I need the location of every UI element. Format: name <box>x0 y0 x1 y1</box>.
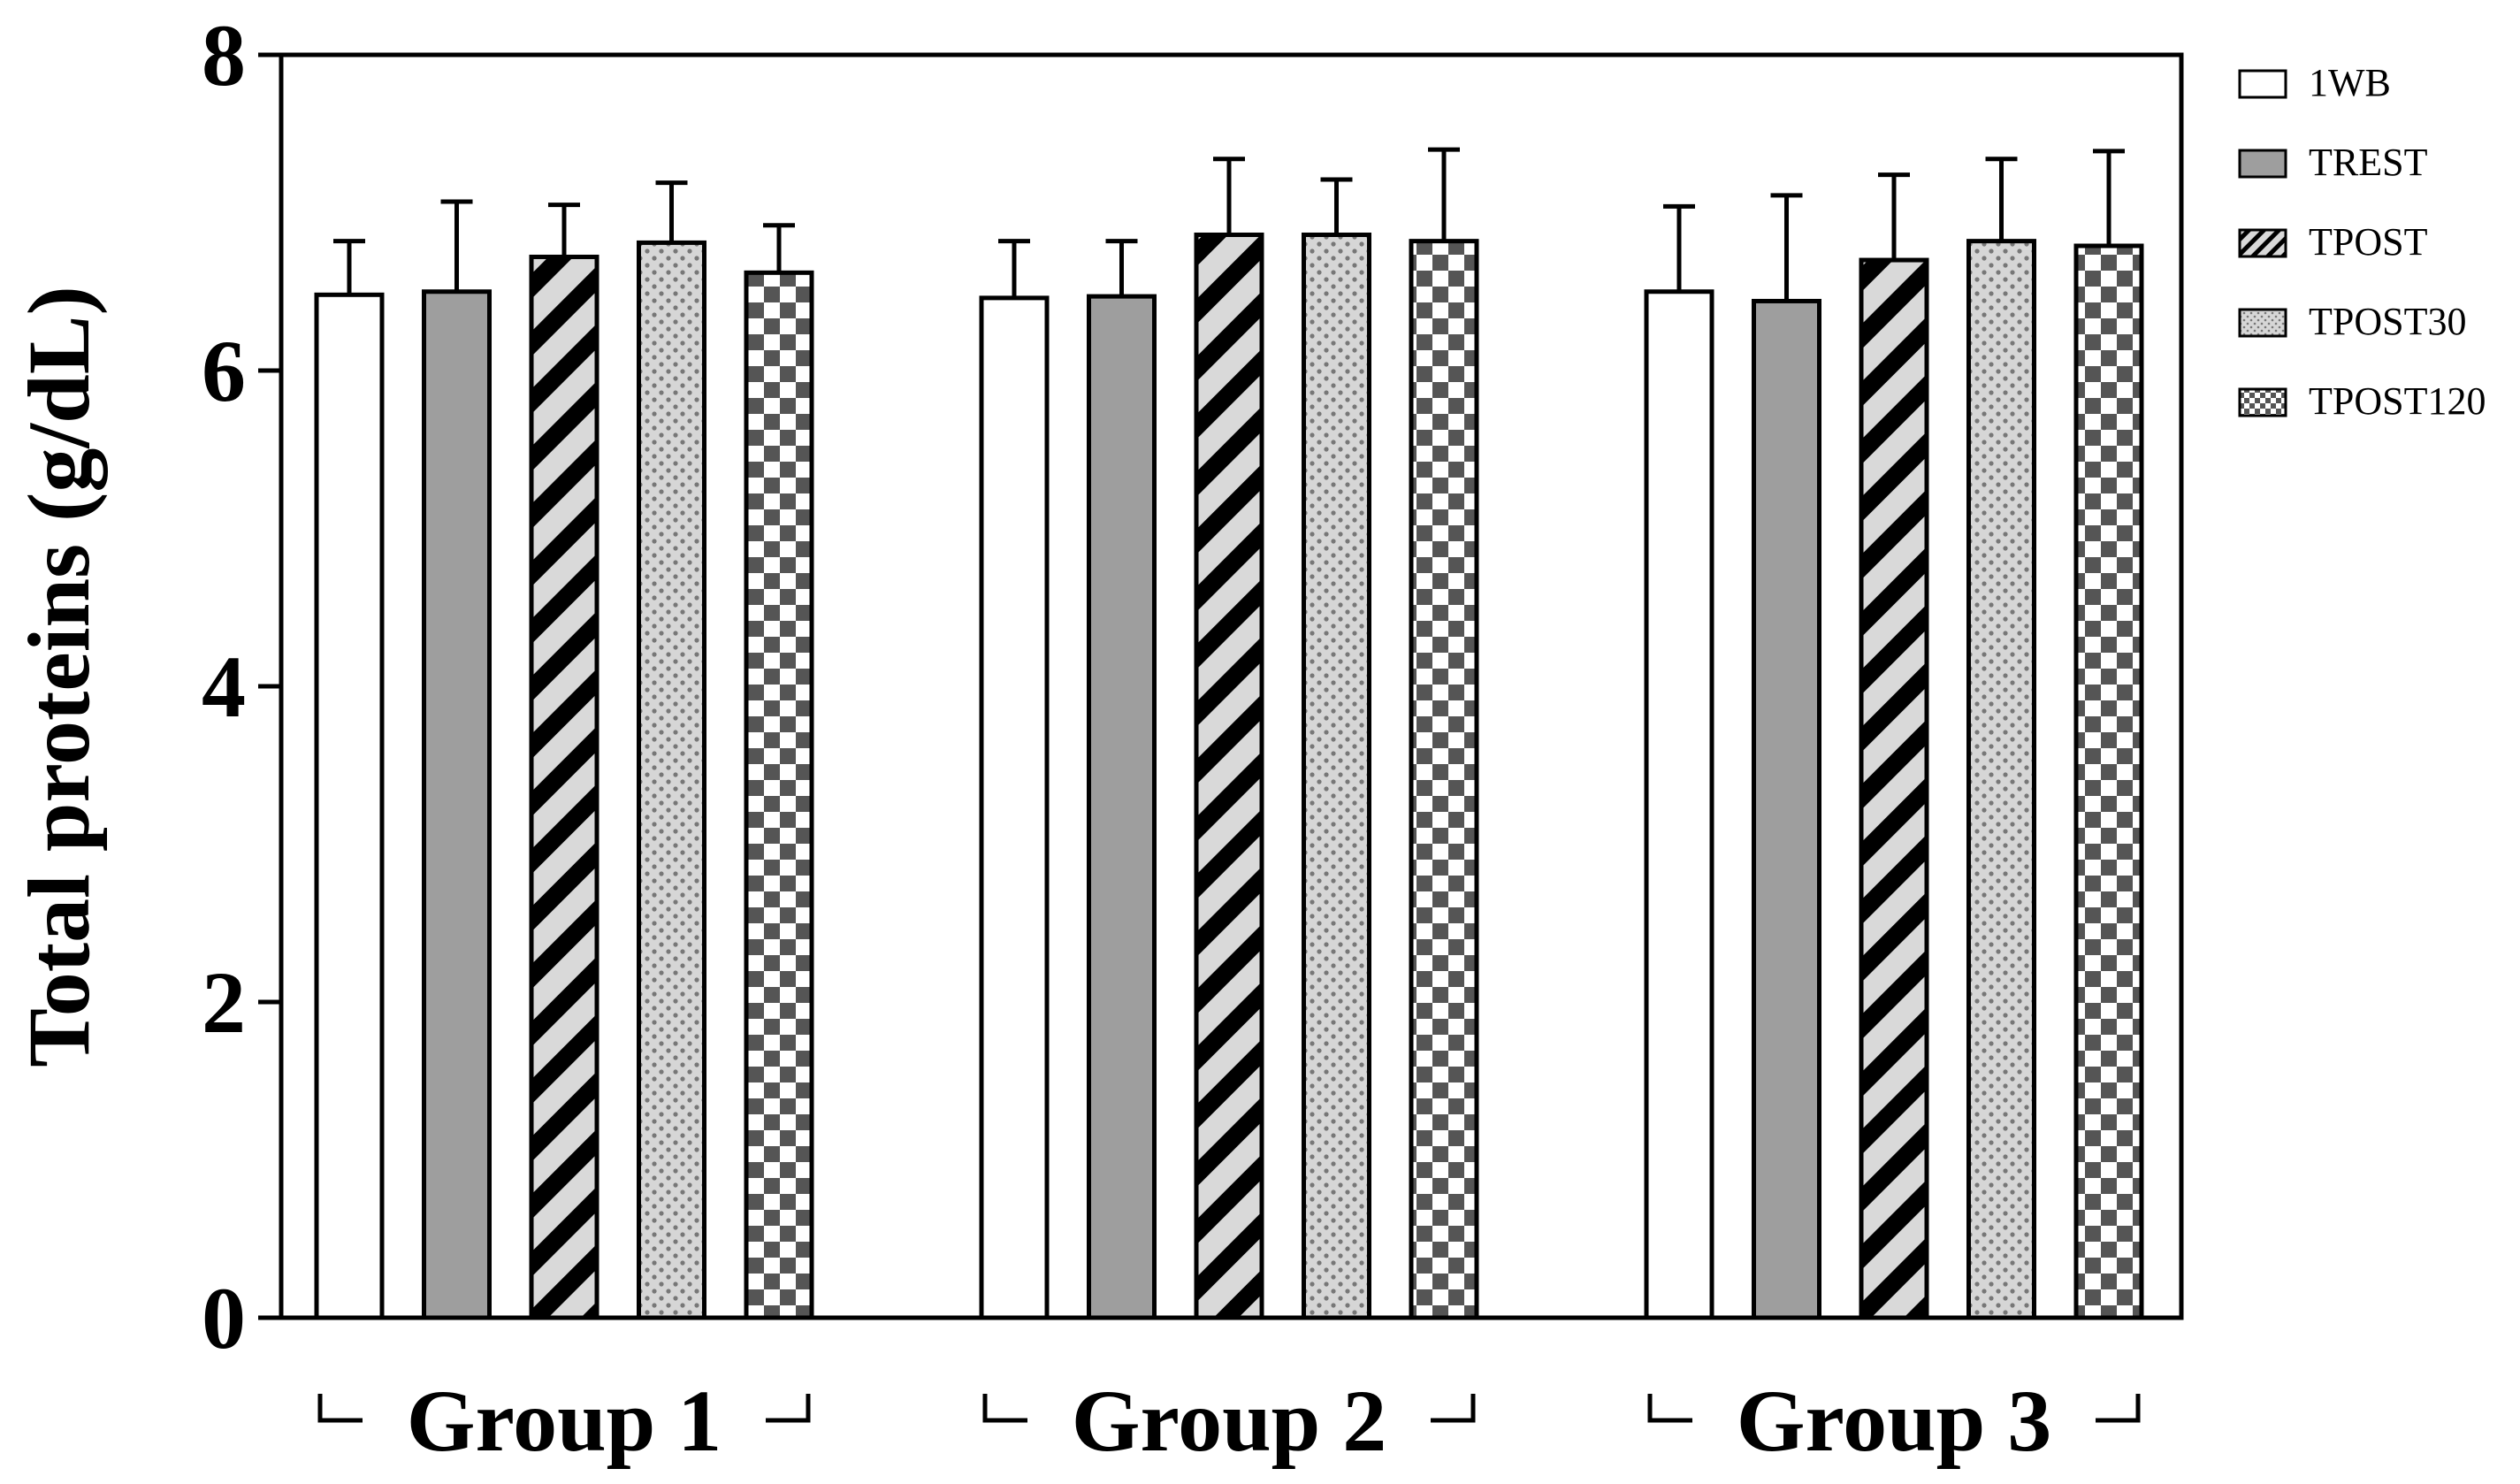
legend-label-trest: TREST <box>2309 141 2428 184</box>
bar-trest-group-1 <box>422 289 492 1320</box>
bar-tpost120-group-2 <box>1409 239 1479 1320</box>
bar-tpost-group-1 <box>529 254 599 1320</box>
legend-label-tpost: TPOST <box>2309 220 2428 264</box>
group-bracket-left <box>317 1394 363 1423</box>
bar-tpost30-group-3 <box>1966 239 2036 1320</box>
legend: 1WB TREST TPOST TPOST30 TPOST120 <box>2238 61 2486 423</box>
group-bracket-right <box>766 1394 811 1423</box>
y-tick-label: 8 <box>202 6 246 104</box>
legend-label-tpost30: TPOST30 <box>2309 300 2466 343</box>
y-tick-label: 6 <box>202 322 246 420</box>
bar-1wb-group-3 <box>1644 289 1714 1320</box>
group-label: Group 3 <box>1737 1372 2052 1470</box>
y-tick-label: 4 <box>202 638 246 736</box>
y-tick-label: 2 <box>202 953 246 1052</box>
bar-trest-group-2 <box>1087 294 1157 1320</box>
bar-tpost120-group-1 <box>744 270 814 1320</box>
bar-1wb-group-1 <box>314 292 385 1320</box>
bar-trest-group-3 <box>1752 298 1821 1320</box>
legend-swatch-tpost120 <box>2238 387 2287 417</box>
group-label: Group 2 <box>1072 1372 1387 1470</box>
legend-label-tpost120: TPOST120 <box>2309 379 2486 423</box>
legend-swatch-trest <box>2238 149 2287 179</box>
bar-tpost-group-2 <box>1194 232 1264 1320</box>
legend-label-1wb: 1WB <box>2309 61 2391 104</box>
group-bracket-right <box>2096 1394 2141 1423</box>
group-bracket-left <box>982 1394 1027 1423</box>
legend-swatch-1wb <box>2238 69 2287 99</box>
bar-tpost30-group-2 <box>1302 232 1371 1320</box>
y-axis-title: Total proteins (g/dL) <box>10 286 108 1067</box>
bar-tpost120-group-3 <box>2073 243 2144 1320</box>
bar-1wb-group-2 <box>979 295 1050 1320</box>
bar-tpost30-group-1 <box>637 240 706 1320</box>
y-tick-label: 0 <box>202 1269 246 1367</box>
legend-swatch-tpost30 <box>2238 308 2287 338</box>
legend-swatch-tpost <box>2238 228 2287 258</box>
y-axis: 0 2 4 6 8 <box>202 6 281 1367</box>
bar-tpost-group-3 <box>1859 257 1929 1320</box>
group-bracket-left <box>1647 1394 1692 1423</box>
group-labels: Group 1 Group 2 Group 3 <box>317 1372 2141 1470</box>
bars <box>314 147 2144 1320</box>
group-label: Group 1 <box>407 1372 722 1470</box>
group-bracket-right <box>1431 1394 1476 1423</box>
